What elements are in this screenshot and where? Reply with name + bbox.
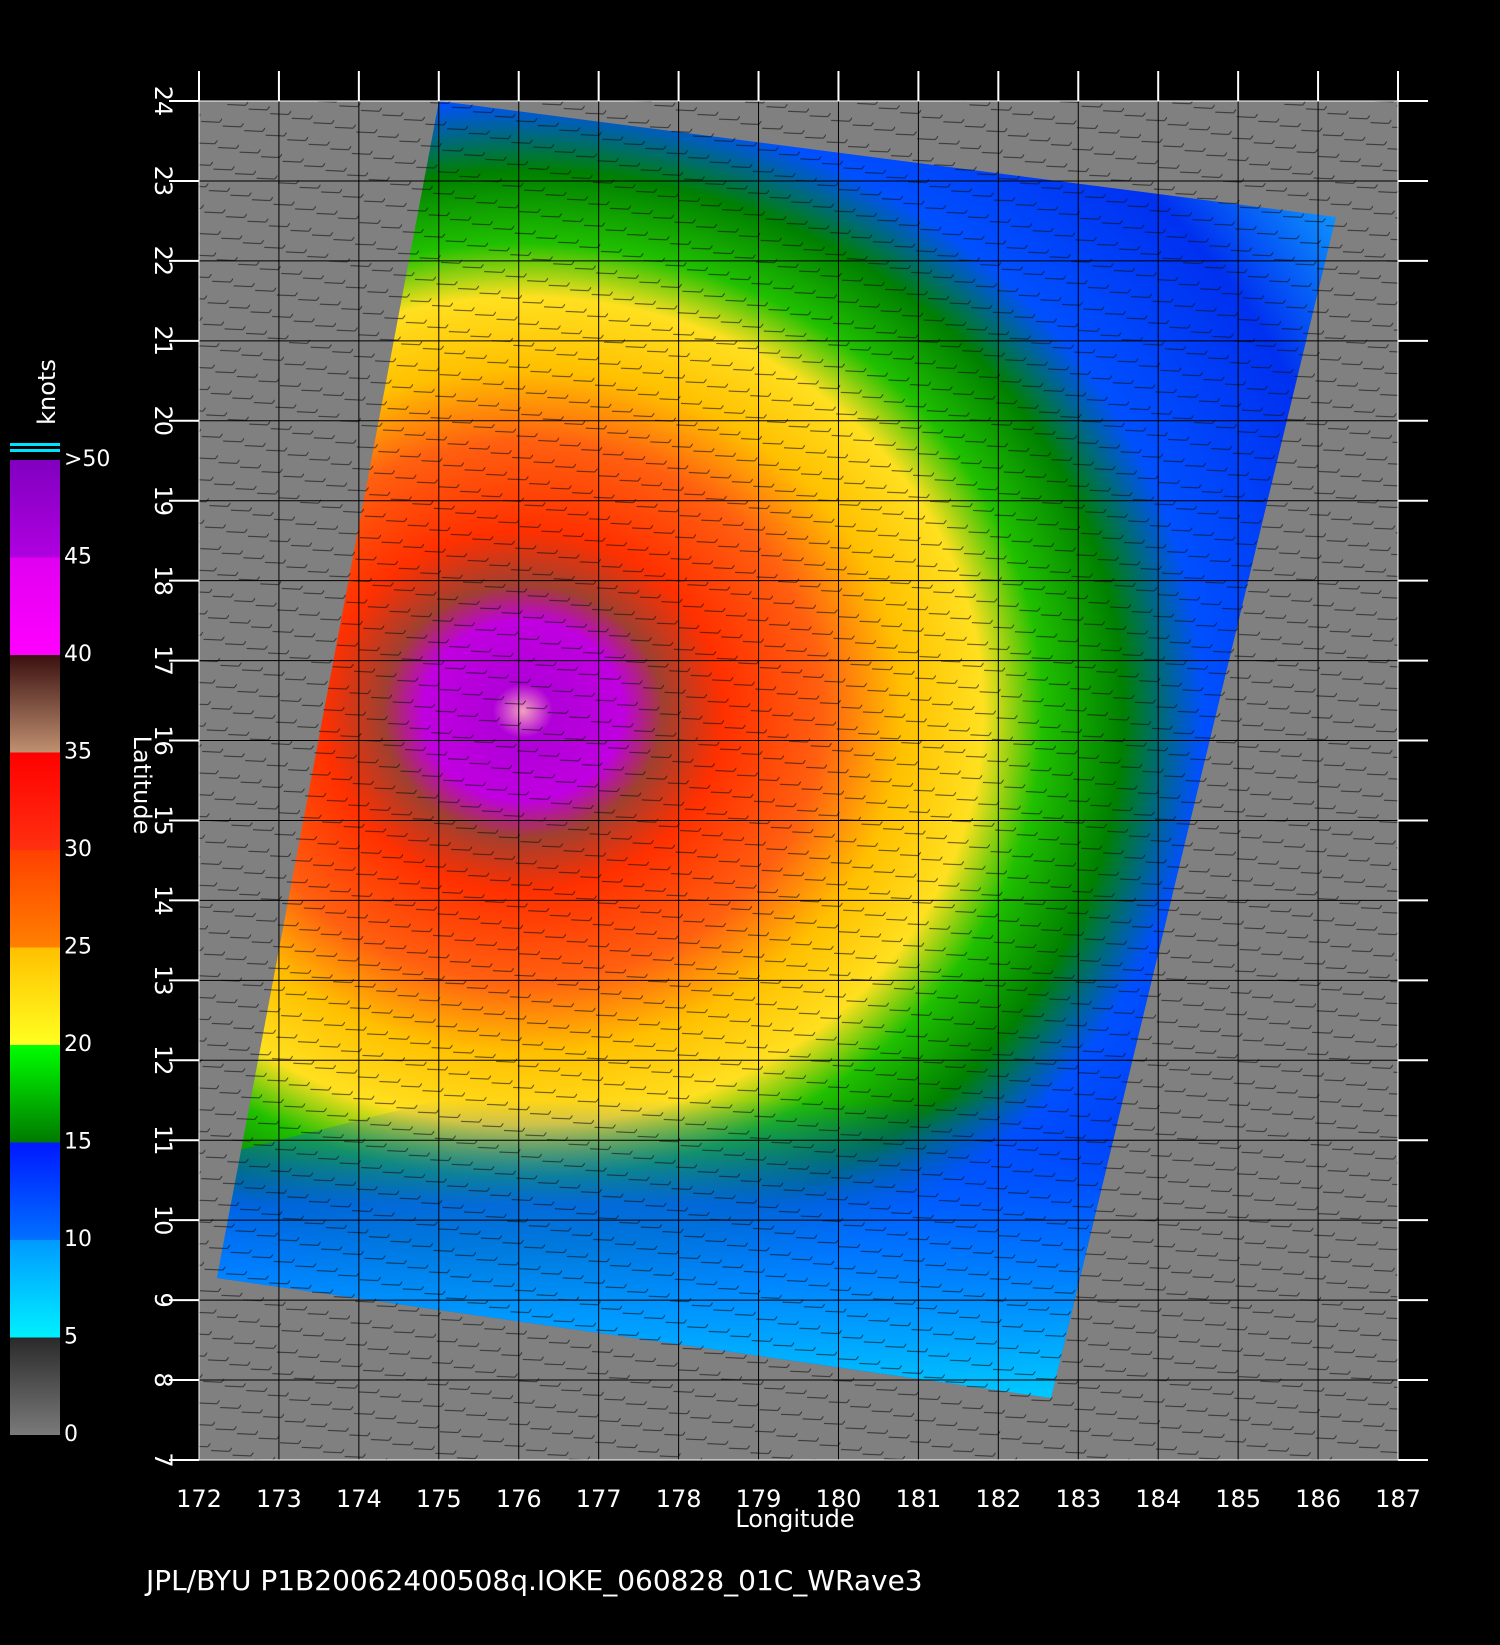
x-tick-label: 179 (736, 1485, 782, 1513)
colorbar-tick-label: >50 (64, 447, 110, 472)
x-tick-label: 178 (656, 1485, 702, 1513)
x-tick-label: 183 (1055, 1485, 1101, 1513)
y-tick-label: 16 (149, 725, 177, 756)
colorbar-segment (10, 460, 60, 558)
y-tick-label: 9 (149, 1292, 177, 1307)
colorbar-tick-label: 15 (64, 1130, 92, 1155)
x-tick-label: 176 (496, 1485, 542, 1513)
colorbar-segment (10, 1045, 60, 1143)
y-tick-label: 18 (149, 565, 177, 596)
colorbar-tick-label: 35 (64, 740, 92, 765)
colorbar-segment (10, 1142, 60, 1240)
y-tick-label: 12 (149, 1045, 177, 1076)
colorbar-segment (10, 947, 60, 1045)
colorbar: 0 5 10 15 20 25 30 35 40 45 >50 (10, 447, 110, 1447)
x-tick-label: 173 (256, 1485, 302, 1513)
footer: JPL/BYU P1B20062400508q.IOKE_060828_01C_… (144, 1564, 923, 1597)
colorbar-tick-label: 0 (64, 1422, 78, 1447)
grid: 172 173 174 175 176 177 178 179 180 181 182 183 184 1… (149, 71, 1428, 1513)
x-tick-label: 182 (975, 1485, 1021, 1513)
colorbar-segment (10, 1337, 60, 1435)
y-tick-label: 7 (149, 1452, 177, 1467)
y-axis-label: Latitude (128, 736, 156, 835)
colorbar-tick-label: 30 (64, 837, 92, 862)
y-tick-label: 11 (149, 1125, 177, 1156)
colorbar-cap (10, 449, 60, 452)
colorbar-segment (10, 1240, 60, 1338)
colorbar-label: knots (33, 359, 61, 425)
x-tick-label: 174 (336, 1485, 382, 1513)
x-tick-label: 180 (816, 1485, 862, 1513)
y-tick-label: 20 (149, 405, 177, 436)
x-tick-label: 181 (895, 1485, 941, 1513)
x-axis-label: Longitude (735, 1505, 854, 1533)
y-tick-label: 14 (149, 885, 177, 916)
colorbar-tick-label: 25 (64, 935, 92, 960)
x-tick-label: 172 (176, 1485, 222, 1513)
y-tick-label: 24 (149, 86, 177, 117)
x-tick-label: 187 (1375, 1485, 1421, 1513)
y-tick-label: 22 (149, 246, 177, 277)
y-tick-label: 8 (149, 1372, 177, 1387)
colorbar-segment (10, 752, 60, 850)
colorbar-tick-label: 5 (64, 1325, 78, 1350)
y-tick-label: 10 (149, 1205, 177, 1236)
x-tick-label: 186 (1295, 1485, 1341, 1513)
x-tick-label: 175 (416, 1485, 462, 1513)
plot-frame (198, 100, 1399, 1461)
colorbar-tick-label: 10 (64, 1227, 92, 1252)
x-tick-label: 177 (576, 1485, 622, 1513)
y-tick-label: 17 (149, 645, 177, 676)
colorbar-segment (10, 850, 60, 948)
y-tick-label: 19 (149, 485, 177, 516)
y-tick-label: 21 (149, 326, 177, 357)
x-tick-label: 184 (1135, 1485, 1181, 1513)
y-tick-label: 23 (149, 166, 177, 197)
x-tick-label: 185 (1215, 1485, 1261, 1513)
colorbar-segment (10, 557, 60, 655)
y-tick-label: 13 (149, 965, 177, 996)
colorbar-tick-label: 20 (64, 1032, 92, 1057)
colorbar-tick-label: 45 (64, 545, 92, 570)
colorbar-tick-label: 40 (64, 642, 92, 667)
colorbar-segment (10, 655, 60, 753)
colorbar-cap (10, 443, 60, 446)
y-tick-label: 15 (149, 805, 177, 836)
